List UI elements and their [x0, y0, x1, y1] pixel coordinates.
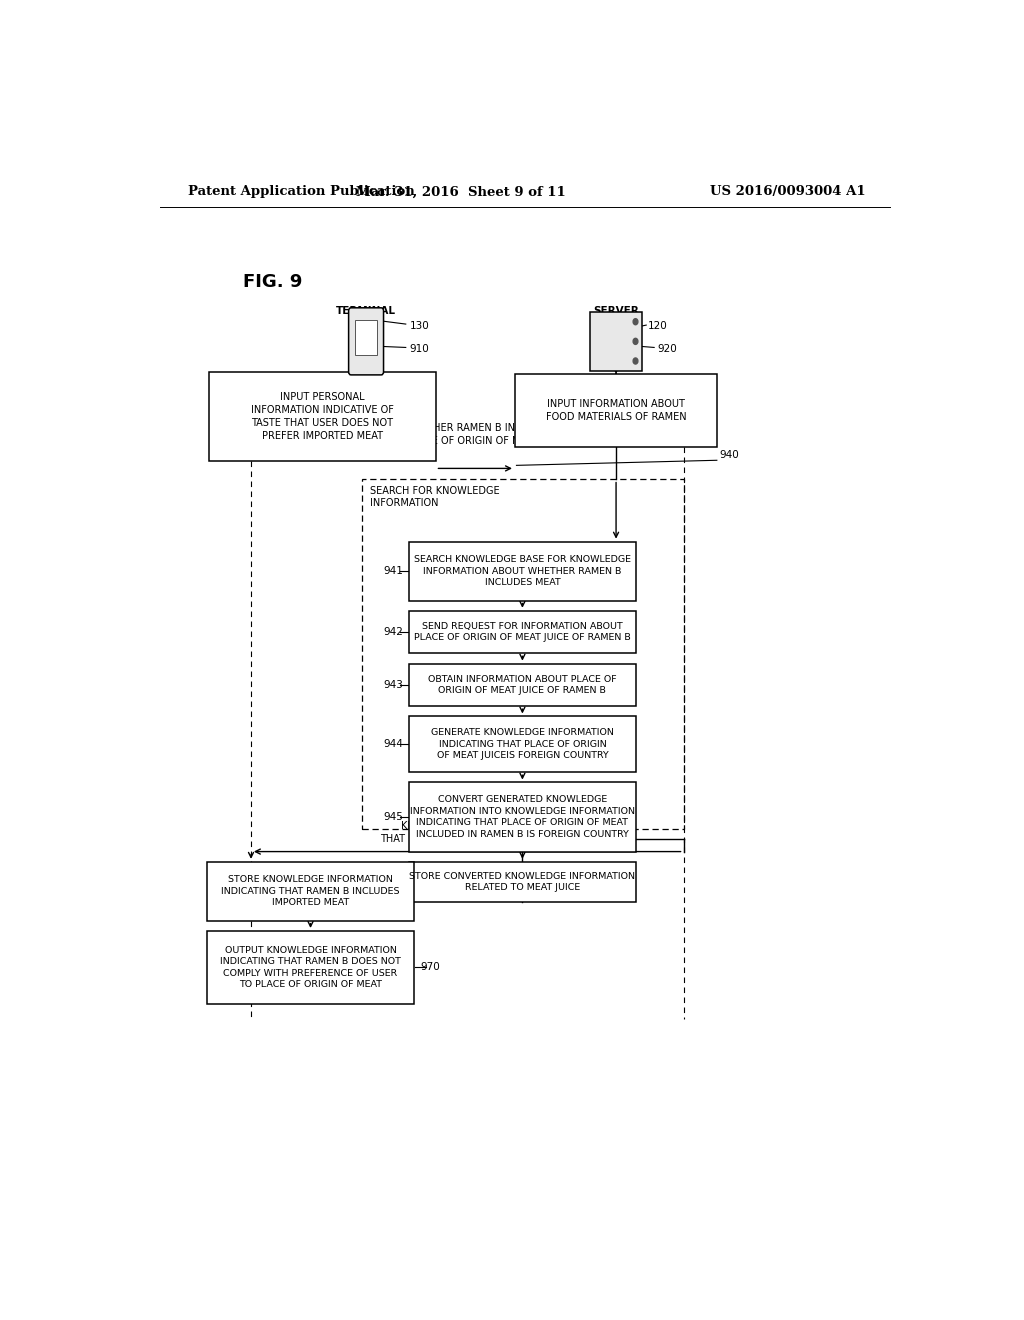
Text: OUTPUT KNOWLEDGE INFORMATION
INDICATING THAT RAMEN B DOES NOT
COMPLY WITH PREFER: OUTPUT KNOWLEDGE INFORMATION INDICATING …	[220, 945, 401, 989]
Text: INPUT PERSONAL
INFORMATION INDICATIVE OF
TASTE THAT USER DOES NOT
PREFER IMPORTE: INPUT PERSONAL INFORMATION INDICATIVE OF…	[251, 392, 394, 441]
Text: 943: 943	[383, 680, 403, 690]
Text: CONVERT GENERATED KNOWLEDGE
INFORMATION INTO KNOWLEDGE INFORMATION
INDICATING TH: CONVERT GENERATED KNOWLEDGE INFORMATION …	[410, 796, 635, 838]
Text: 960: 960	[420, 886, 439, 896]
Text: OBTAIN INFORMATION ABOUT PLACE OF
ORIGIN OF MEAT JUICE OF RAMEN B: OBTAIN INFORMATION ABOUT PLACE OF ORIGIN…	[428, 675, 616, 696]
Text: FIG. 9: FIG. 9	[243, 273, 302, 292]
Text: US 2016/0093004 A1: US 2016/0093004 A1	[711, 185, 866, 198]
Text: 940: 940	[719, 450, 739, 461]
Text: Patent Application Publication: Patent Application Publication	[187, 185, 415, 198]
FancyBboxPatch shape	[207, 862, 414, 921]
Text: TERMINAL: TERMINAL	[336, 306, 396, 315]
FancyBboxPatch shape	[410, 862, 636, 903]
Text: 970: 970	[420, 962, 439, 973]
Text: 941: 941	[383, 566, 403, 576]
Text: 910: 910	[410, 345, 429, 355]
FancyBboxPatch shape	[410, 611, 636, 653]
FancyBboxPatch shape	[348, 308, 384, 375]
Circle shape	[633, 358, 638, 364]
Text: STORE KNOWLEDGE INFORMATION
INDICATING THAT RAMEN B INCLUDES
IMPORTED MEAT: STORE KNOWLEDGE INFORMATION INDICATING T…	[221, 875, 399, 907]
Circle shape	[633, 338, 638, 345]
FancyBboxPatch shape	[515, 374, 717, 447]
FancyBboxPatch shape	[410, 664, 636, 706]
FancyBboxPatch shape	[207, 931, 414, 1005]
Text: GENERATE KNOWLEDGE INFORMATION
INDICATING THAT PLACE OF ORIGIN
OF MEAT JUICEIS F: GENERATE KNOWLEDGE INFORMATION INDICATIN…	[431, 729, 613, 760]
FancyBboxPatch shape	[410, 717, 636, 772]
Text: 120: 120	[648, 321, 668, 331]
FancyBboxPatch shape	[410, 783, 636, 851]
Text: 942: 942	[383, 627, 403, 638]
FancyBboxPatch shape	[355, 319, 377, 355]
Text: 130: 130	[410, 321, 429, 331]
Text: SERVER: SERVER	[593, 306, 639, 315]
FancyBboxPatch shape	[410, 541, 636, 601]
Text: SEARCH FOR KNOWLEDGE
INFORMATION: SEARCH FOR KNOWLEDGE INFORMATION	[370, 486, 500, 508]
Text: 944: 944	[383, 739, 403, 750]
Text: SEND REQUEST FOR INFORMATION ABOUT
PLACE OF ORIGIN OF MEAT JUICE OF RAMEN B: SEND REQUEST FOR INFORMATION ABOUT PLACE…	[414, 622, 631, 643]
Text: 945: 945	[383, 812, 403, 822]
Circle shape	[633, 318, 638, 325]
FancyBboxPatch shape	[209, 372, 435, 461]
Text: SEARCH KNOWLEDGE BASE FOR KNOWLEDGE
INFORMATION ABOUT WHETHER RAMEN B
INCLUDES M: SEARCH KNOWLEDGE BASE FOR KNOWLEDGE INFO…	[414, 556, 631, 587]
Text: QUERY WHETHER RAMEN B INCLUDES MEAT
AND PLACE OF ORIGIN OF MEAT (930): QUERY WHETHER RAMEN B INCLUDES MEAT AND …	[368, 422, 583, 445]
Text: KNOWLEDGE INFORMATION INDICATING
THAT RAMEN B INCLUDES IMPORTED MEAT (950): KNOWLEDGE INFORMATION INDICATING THAT RA…	[380, 821, 617, 843]
Text: Mar. 31, 2016  Sheet 9 of 11: Mar. 31, 2016 Sheet 9 of 11	[356, 185, 566, 198]
Text: INPUT INFORMATION ABOUT
FOOD MATERIALS OF RAMEN: INPUT INFORMATION ABOUT FOOD MATERIALS O…	[546, 399, 686, 422]
FancyBboxPatch shape	[590, 312, 642, 371]
Text: 946: 946	[383, 876, 403, 887]
Text: STORE CONVERTED KNOWLEDGE INFORMATION
RELATED TO MEAT JUICE: STORE CONVERTED KNOWLEDGE INFORMATION RE…	[410, 871, 636, 892]
Text: 920: 920	[657, 345, 677, 355]
